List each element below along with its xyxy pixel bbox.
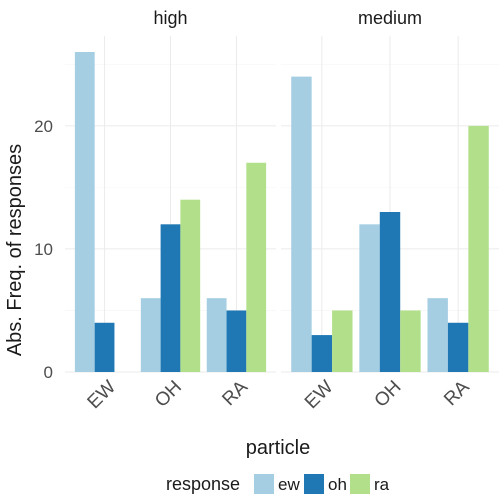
bar-high-EW-oh xyxy=(94,322,115,372)
bar-medium-OH-ew xyxy=(359,224,380,372)
bar-high-OH-ew xyxy=(140,298,161,372)
legend-key-ra xyxy=(350,474,370,494)
legend-key-oh xyxy=(304,474,324,494)
bar-high-RA-ew xyxy=(206,298,227,372)
x-tick-label: RA xyxy=(440,376,474,410)
legend-title: response xyxy=(166,474,240,494)
legend-label-ew: ew xyxy=(278,475,300,494)
x-axis-title: particle xyxy=(246,437,310,459)
x-tick-label: EW xyxy=(84,377,121,414)
panel-high: EW OH RA high xyxy=(65,8,276,413)
bar-medium-RA-ra xyxy=(468,125,489,372)
x-tick-label: OH xyxy=(151,377,186,412)
y-axis: 0 10 20 xyxy=(34,117,53,382)
bar-medium-EW-oh xyxy=(311,335,333,372)
panel-medium: EW OH RA medium xyxy=(281,8,499,413)
x-tick-label: EW xyxy=(301,377,338,414)
bar-high-RA-ra xyxy=(246,162,267,372)
bar-medium-RA-ew xyxy=(427,298,448,372)
facet-strip-label: medium xyxy=(358,8,422,28)
bar-high-EW-ew xyxy=(74,52,95,372)
bar-medium-EW-ra xyxy=(332,310,353,372)
x-tick-label: OH xyxy=(371,377,406,412)
facet-strip-label: high xyxy=(153,8,187,28)
bar-high-OH-oh xyxy=(160,224,181,372)
bar-medium-RA-oh xyxy=(447,322,469,372)
bar-medium-OH-oh xyxy=(379,212,401,372)
legend-key-ew xyxy=(254,474,274,494)
legend: response ew oh ra xyxy=(166,474,390,494)
bar-high-OH-ra xyxy=(180,199,201,372)
y-tick-label: 20 xyxy=(34,117,53,136)
legend-items: ew oh ra xyxy=(254,474,390,494)
y-tick-label: 10 xyxy=(34,240,53,259)
y-axis-title: Abs. Freq. of responses xyxy=(4,144,26,356)
bar-medium-OH-ra xyxy=(400,310,421,372)
y-tick-label: 0 xyxy=(44,363,53,382)
bar-medium-EW-ew xyxy=(291,76,312,372)
legend-label-ra: ra xyxy=(374,475,390,494)
legend-label-oh: oh xyxy=(328,475,347,494)
chart-panels: EW OH RA high EW OH RA medium xyxy=(65,8,499,413)
bar-high-RA-oh xyxy=(226,310,247,372)
x-tick-label: RA xyxy=(218,376,252,410)
